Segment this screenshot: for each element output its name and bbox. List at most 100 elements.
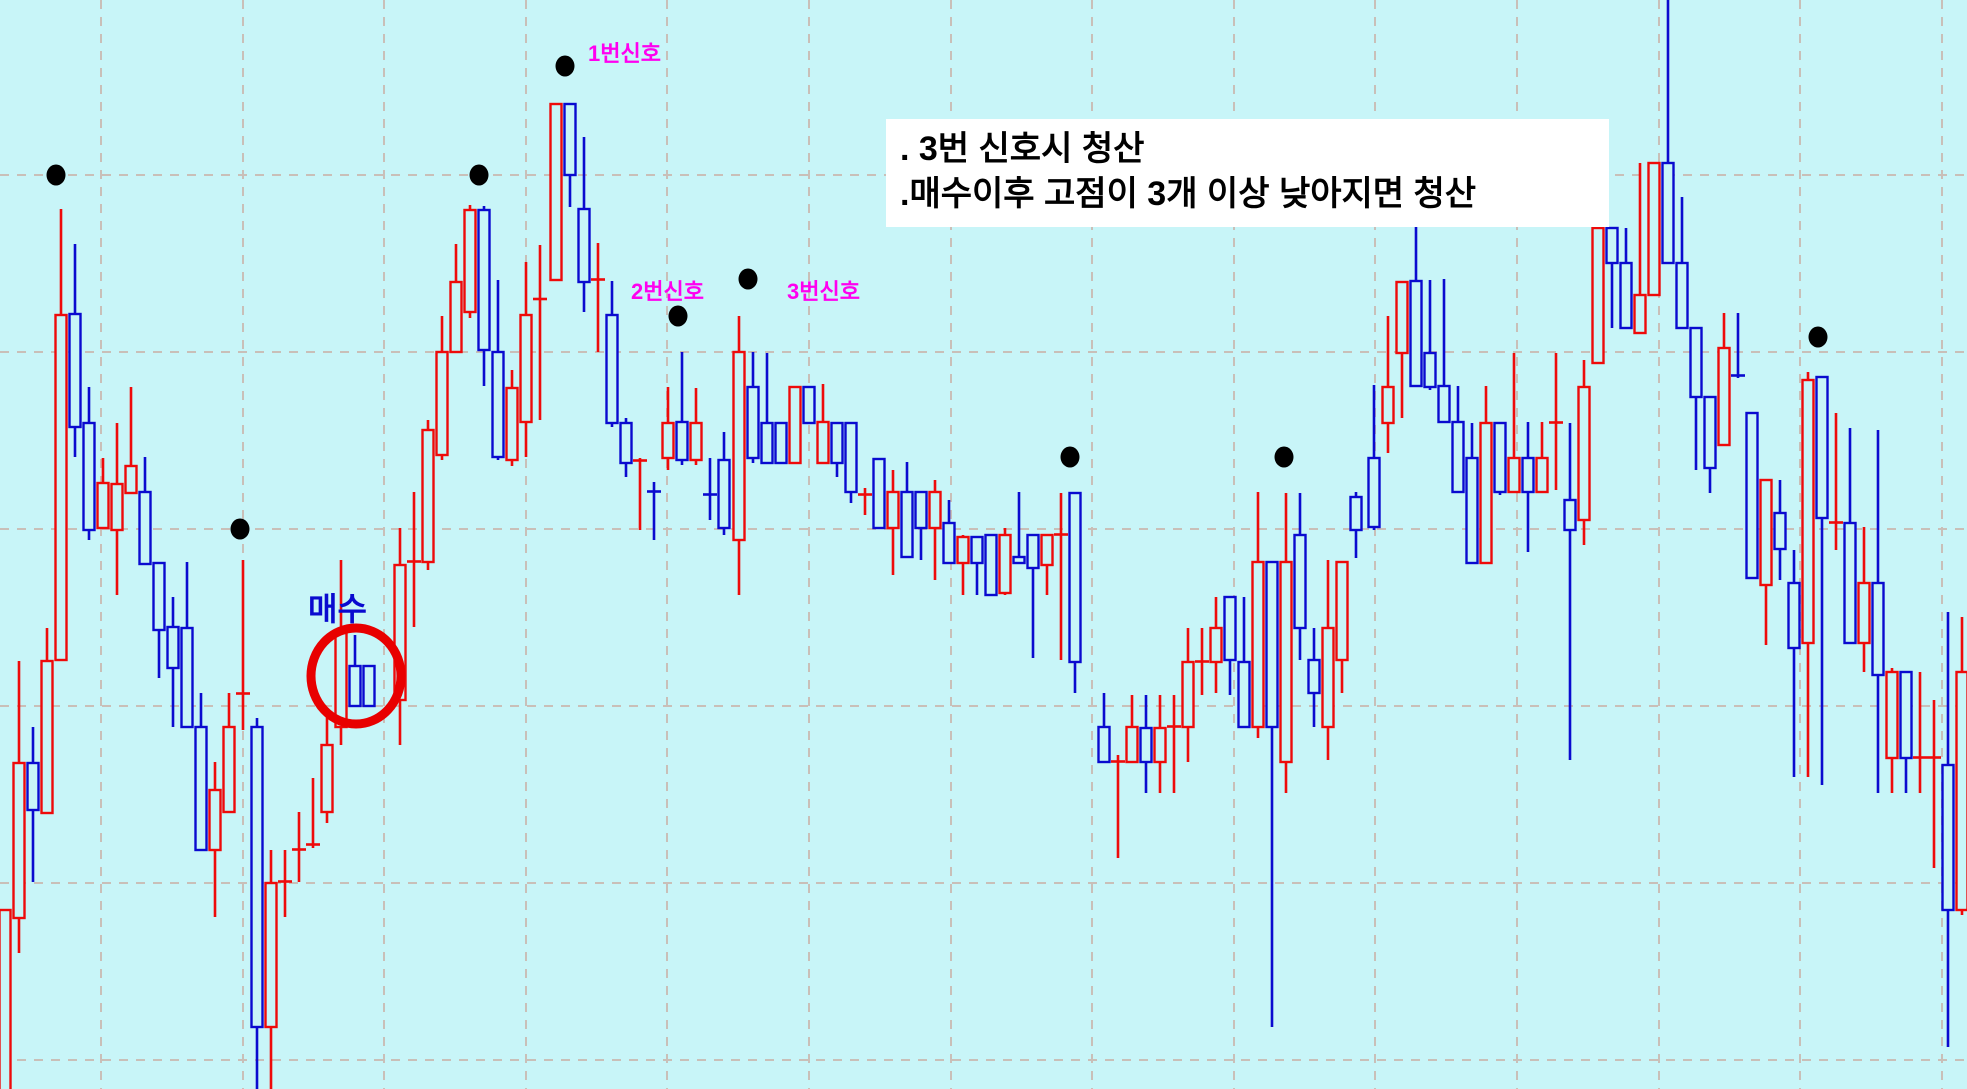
- candle-body: [1437, 384, 1451, 424]
- candle-body: [152, 561, 166, 632]
- candle-body: [1773, 511, 1787, 551]
- candle-body: [956, 535, 970, 565]
- candle-body: [463, 208, 477, 314]
- candle-body: [1619, 261, 1633, 330]
- candle-body: [984, 533, 998, 597]
- candle-body: [320, 743, 334, 814]
- candle-body: [788, 385, 802, 465]
- candle-body: [1265, 560, 1279, 729]
- candle-body: [222, 725, 236, 814]
- candle-body: [82, 421, 96, 532]
- candle-body: [505, 386, 519, 462]
- candle-body: [362, 664, 376, 708]
- candle-body: [194, 725, 208, 852]
- candle-body: [1843, 521, 1857, 645]
- candle-body: [1279, 560, 1293, 764]
- candle-body: [577, 207, 591, 284]
- candle-body: [0, 908, 12, 1089]
- signal-dot: [555, 55, 575, 77]
- candle-body: [914, 490, 928, 530]
- candle-body: [1479, 421, 1493, 565]
- candle-body: [1857, 581, 1871, 645]
- candle-body: [1012, 555, 1026, 565]
- candle-body: [491, 350, 505, 459]
- signal-dot: [738, 268, 758, 290]
- candle-body: [1633, 293, 1647, 335]
- candle-body: [334, 631, 348, 729]
- label-buy: 매수: [308, 591, 367, 627]
- candle-body: [1423, 351, 1437, 389]
- candle-body: [1493, 421, 1507, 494]
- note-line-1: . 3번 신호시 청산: [900, 130, 1145, 168]
- candle-body: [1451, 420, 1465, 494]
- candle-body: [1661, 161, 1675, 265]
- candle-body: [96, 481, 110, 530]
- candle-body: [1395, 280, 1409, 355]
- candle-body: [1647, 161, 1661, 297]
- candle-body: [54, 313, 68, 662]
- candle-body: [802, 385, 816, 425]
- candle-body: [1591, 226, 1605, 365]
- candle-body: [1153, 726, 1167, 764]
- candle-body: [421, 428, 435, 564]
- candle-body: [208, 788, 222, 852]
- candle-body: [746, 385, 760, 460]
- candle-body: [1026, 533, 1040, 570]
- candle-body: [1097, 725, 1111, 764]
- candle-body: [970, 535, 984, 565]
- candle-body: [661, 421, 675, 460]
- candle-body: [449, 280, 463, 354]
- candle-body: [675, 420, 689, 462]
- candle-body: [166, 625, 180, 670]
- candle-body: [124, 464, 138, 495]
- candle-body: [1899, 670, 1913, 760]
- candle-body: [732, 350, 746, 542]
- candle-body: [1521, 456, 1535, 494]
- candle-body: [264, 881, 278, 1029]
- candle-body: [26, 761, 40, 812]
- candle-body: [1068, 491, 1082, 664]
- candle-body: [1689, 326, 1703, 399]
- candle-body: [1223, 595, 1237, 662]
- candle-body: [1321, 626, 1335, 729]
- candle-body: [1367, 456, 1381, 529]
- candle-body: [998, 533, 1012, 595]
- signal-dot: [1060, 446, 1080, 468]
- candle-body: [1381, 385, 1395, 425]
- candle-body: [830, 421, 844, 465]
- candle-body: [1465, 456, 1479, 565]
- candle-body: [549, 102, 563, 282]
- candle-body: [886, 490, 900, 530]
- candle-body: [1251, 560, 1265, 729]
- candle-body: [1237, 660, 1251, 729]
- candle-body: [250, 725, 264, 1029]
- candle-body: [1745, 411, 1759, 580]
- signal-dot: [230, 518, 250, 540]
- candle-body: [1507, 456, 1521, 494]
- candle-body: [1955, 670, 1967, 912]
- candle-body: [1409, 279, 1423, 388]
- candle-body: [816, 420, 830, 465]
- candle-body: [1885, 670, 1899, 760]
- note-box: . 3번 신호시 청산 .매수이후 고점이 3개 이상 낮아지면 청산: [886, 119, 1609, 227]
- candle-body: [872, 457, 886, 530]
- candle-body: [1759, 478, 1773, 587]
- candle-body: [1563, 498, 1577, 532]
- candle-body: [605, 313, 619, 425]
- label-signal-1: 1번신호: [588, 41, 661, 66]
- candle-body: [12, 761, 26, 920]
- candle-body: [110, 482, 124, 532]
- candle-body: [1349, 495, 1363, 532]
- candle-body: [40, 659, 54, 815]
- candle-body: [1307, 658, 1321, 695]
- candle-body: [477, 208, 491, 352]
- candle-body: [1717, 346, 1731, 447]
- signal-dot: [46, 164, 66, 186]
- candle-body: [1787, 581, 1801, 650]
- candle-body: [1040, 533, 1054, 567]
- candle-body: [1209, 626, 1223, 664]
- candle-body: [1125, 725, 1139, 764]
- candle-body: [619, 421, 633, 465]
- label-signal-2: 2번신호: [631, 279, 704, 304]
- signal-dot: [668, 305, 688, 327]
